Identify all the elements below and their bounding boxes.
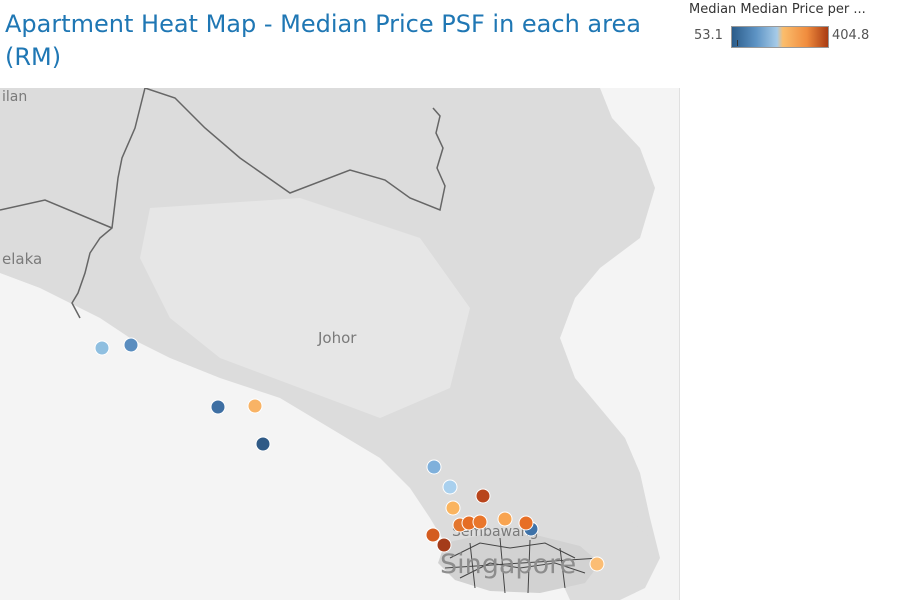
state-border-melaka xyxy=(0,199,113,229)
place-label-jelebu: ilan xyxy=(2,89,27,105)
legend-scale: 53.1 404.8 xyxy=(689,26,904,48)
state-border-north xyxy=(144,88,446,212)
price-marker[interactable] xyxy=(426,459,442,475)
place-label-johor: Johor xyxy=(317,329,357,347)
price-marker[interactable] xyxy=(94,340,110,356)
color-legend[interactable]: Median Median Price per ... 53.1 404.8 xyxy=(689,2,904,48)
legend-max-label: 404.8 xyxy=(832,28,870,43)
price-marker[interactable] xyxy=(425,527,441,543)
price-marker[interactable] xyxy=(436,537,452,553)
land-highlight xyxy=(140,198,470,418)
price-marker[interactable] xyxy=(247,398,263,414)
price-marker[interactable] xyxy=(475,488,491,504)
price-marker[interactable] xyxy=(442,479,458,495)
legend-gradient-bar xyxy=(731,26,829,48)
price-markers[interactable] xyxy=(94,337,605,572)
price-marker[interactable] xyxy=(123,337,139,353)
island-east xyxy=(600,520,650,558)
state-border-west xyxy=(71,88,146,319)
map-canvas[interactable]: ilan elaka Johor Sembawang Singapore xyxy=(0,88,679,600)
price-marker[interactable] xyxy=(445,500,461,516)
place-label-singapore: Singapore xyxy=(440,549,576,580)
price-marker[interactable] xyxy=(472,514,488,530)
map-view[interactable]: ilan elaka Johor Sembawang Singapore xyxy=(0,88,680,600)
price-marker[interactable] xyxy=(518,515,534,531)
legend-min-label: 53.1 xyxy=(694,28,723,43)
price-marker[interactable] xyxy=(255,436,271,452)
price-marker[interactable] xyxy=(589,556,605,572)
legend-midpoint-tick xyxy=(737,40,738,46)
page-title: Apartment Heat Map - Median Price PSF in… xyxy=(5,10,641,71)
price-marker[interactable] xyxy=(497,511,513,527)
legend-title: Median Median Price per ... xyxy=(689,2,866,17)
place-label-melaka: elaka xyxy=(2,250,42,268)
singapore-roads xyxy=(444,537,601,594)
price-marker[interactable] xyxy=(210,399,226,415)
